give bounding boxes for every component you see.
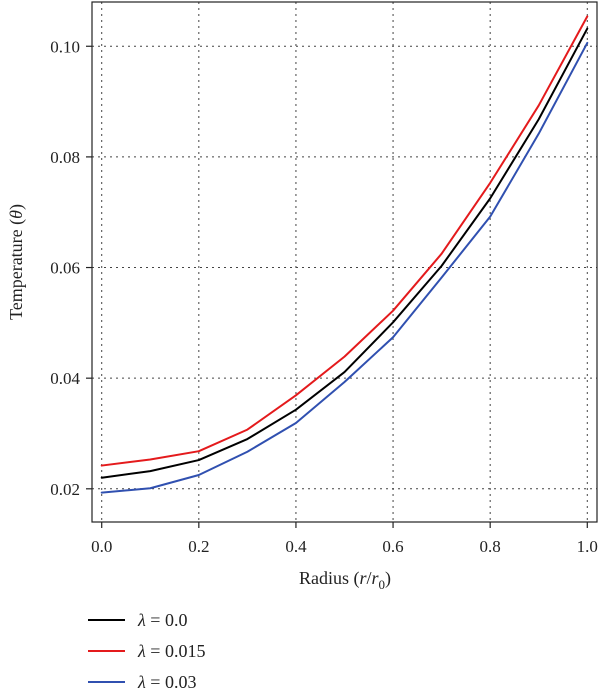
series-line-2 [100, 41, 589, 494]
y-axis: 0.02 0.04 0.06 0.08 0.10 [50, 37, 92, 499]
x-tick-label: 1.0 [577, 537, 598, 556]
x-tick-label: 0.4 [285, 537, 307, 556]
x-tick-label: 0.2 [188, 537, 209, 556]
legend-label-0: λ = 0.0 [137, 610, 187, 630]
series-lines [100, 15, 589, 494]
y-tick-label: 0.04 [50, 369, 80, 388]
y-tick-label: 0.10 [50, 37, 80, 56]
y-tick-label: 0.08 [50, 148, 80, 167]
legend-label-1: λ = 0.015 [137, 641, 205, 661]
y-tick-label: 0.06 [50, 259, 80, 278]
y-tick-label: 0.02 [50, 480, 80, 499]
x-tick-label: 0.6 [382, 537, 403, 556]
x-tick-label: 0.0 [91, 537, 112, 556]
legend-label-2: λ = 0.03 [137, 672, 196, 692]
x-axis-title: Radius (r/r0) [299, 568, 391, 592]
series-line-0 [100, 27, 589, 479]
grid-lines [92, 2, 597, 522]
series-line-1 [100, 15, 589, 467]
plot-frame [91, 1, 598, 523]
x-tick-label: 0.8 [480, 537, 501, 556]
legend: λ = 0.0 λ = 0.015 λ = 0.03 [88, 610, 205, 692]
y-axis-title: Temperature (θ) [6, 204, 27, 320]
x-axis: 0.0 0.2 0.4 0.6 0.8 1.0 [91, 522, 598, 556]
